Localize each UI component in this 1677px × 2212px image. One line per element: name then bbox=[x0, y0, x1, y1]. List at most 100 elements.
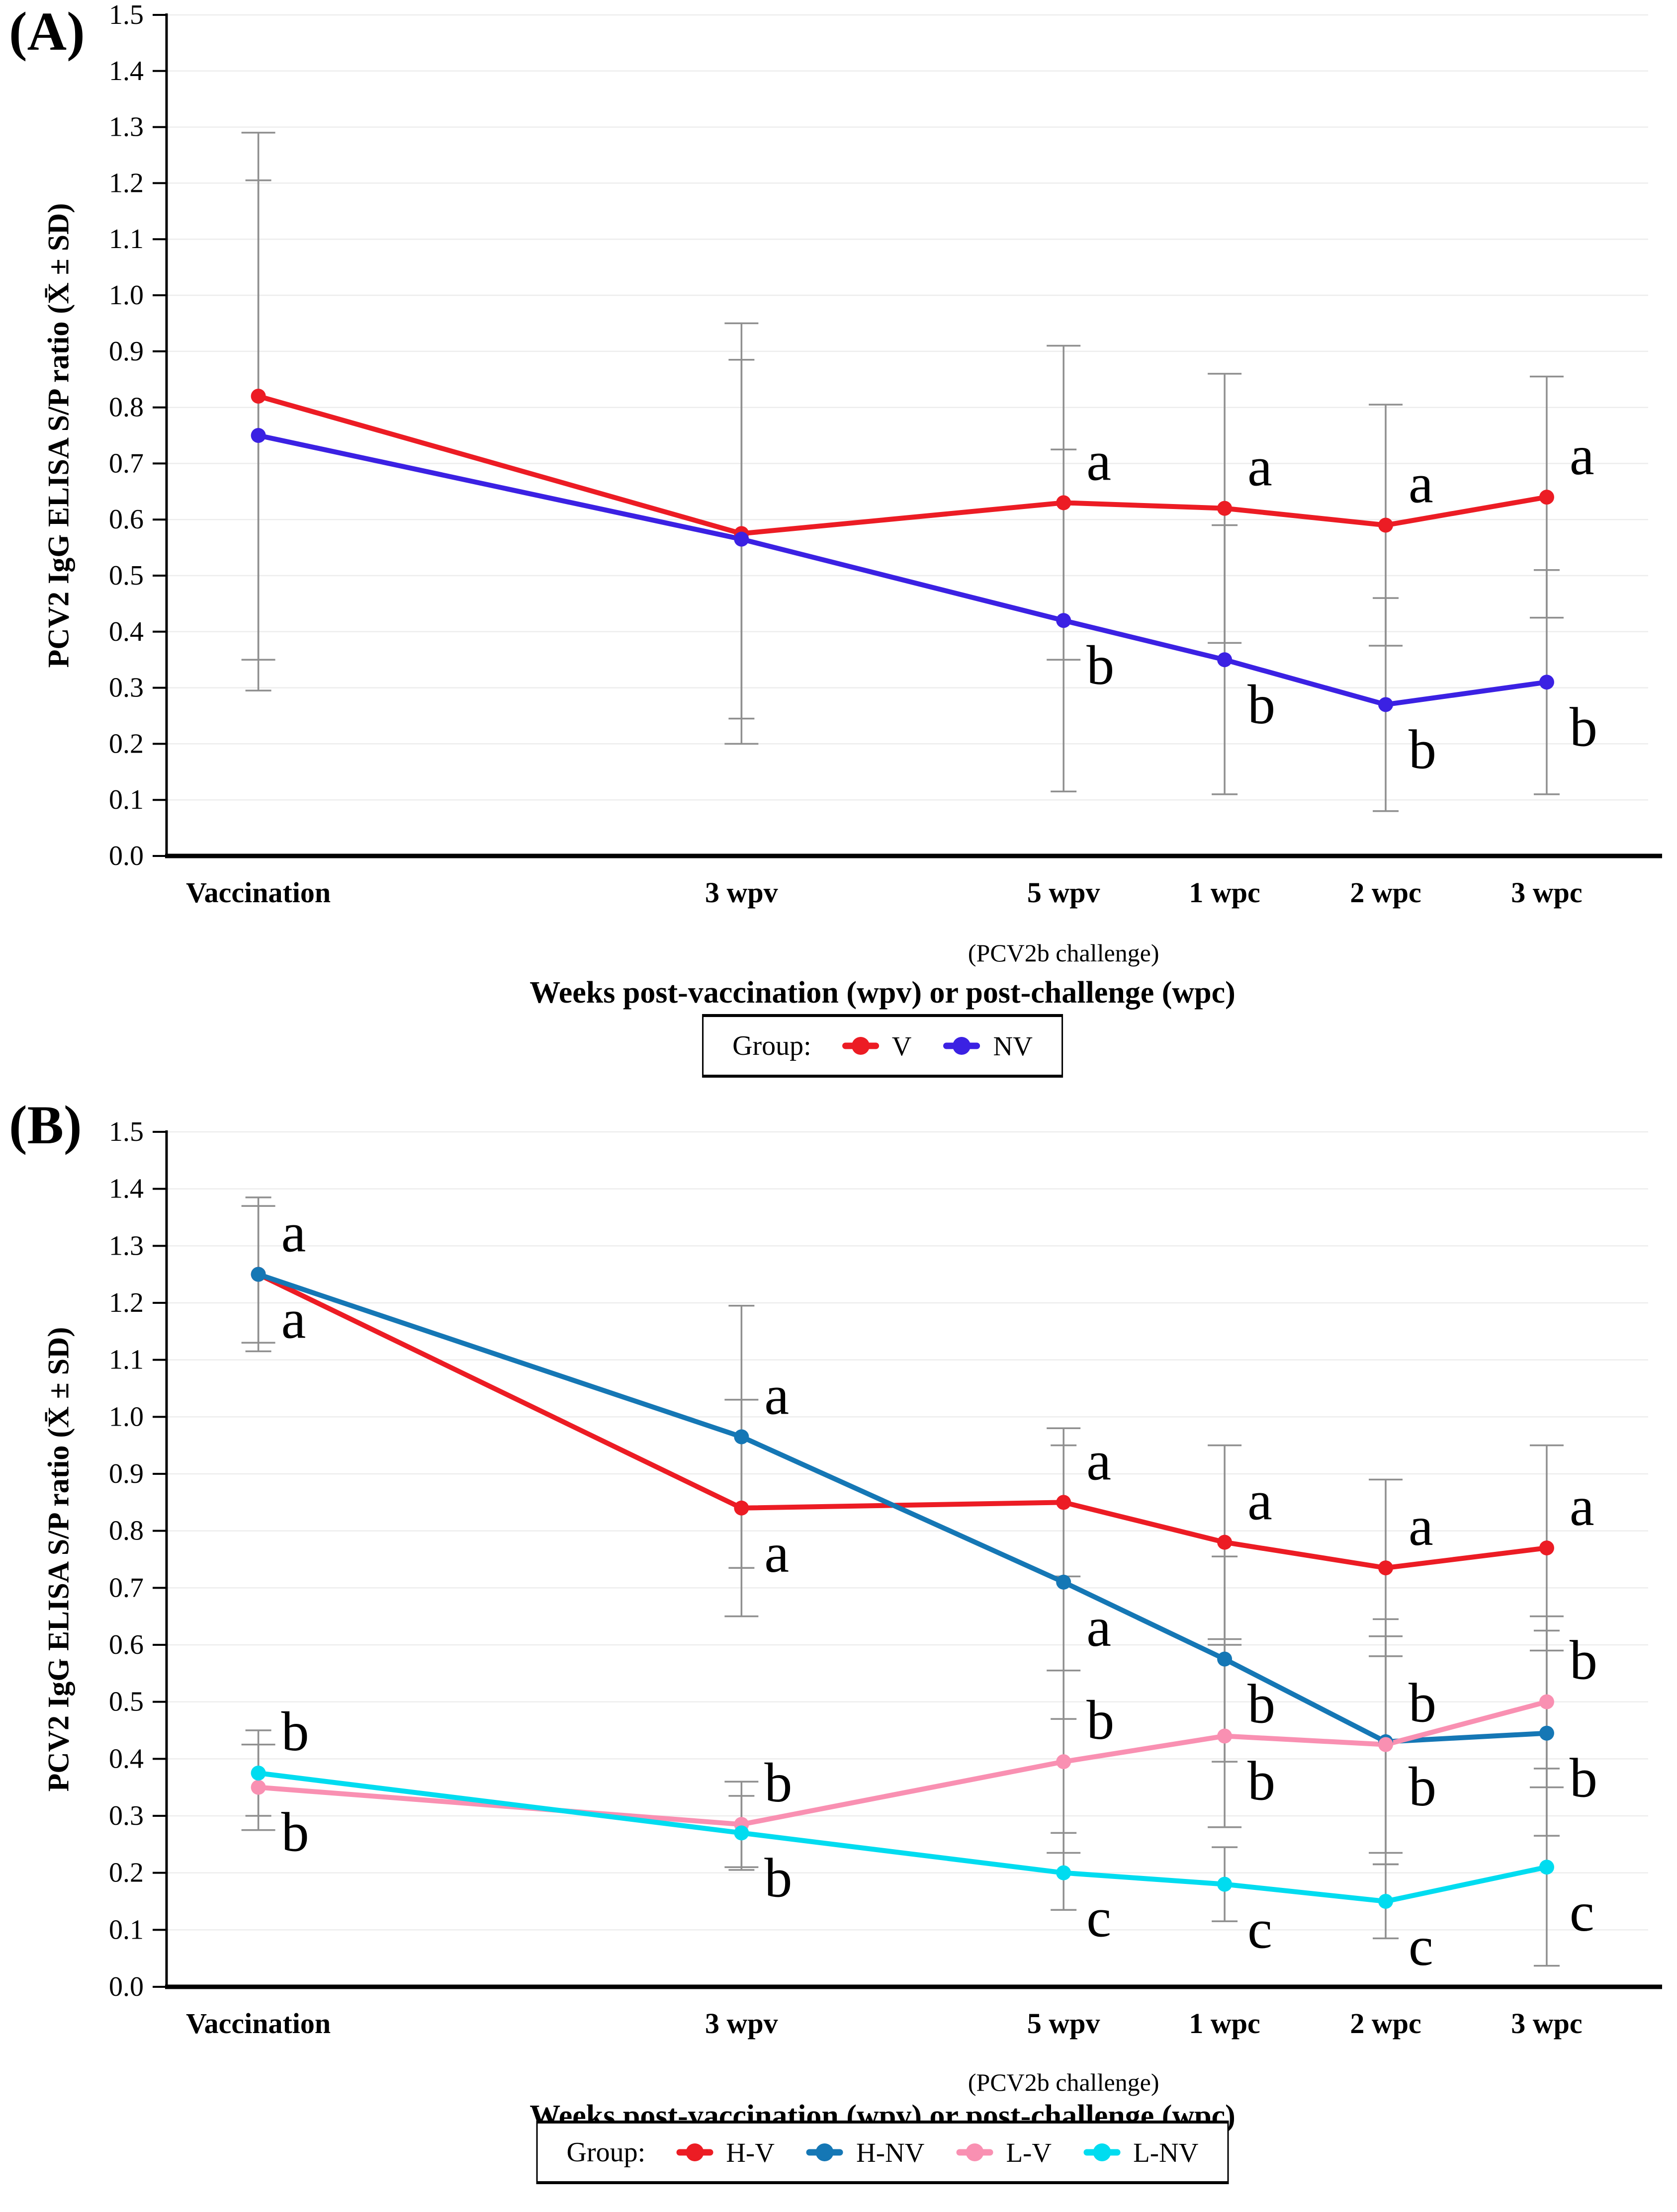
sig-letters-H-V: a a a a a a bbox=[281, 1289, 1594, 1584]
sig-letter: a bbox=[1086, 1430, 1111, 1492]
y-tick-label: 0.2 bbox=[109, 1858, 144, 1888]
legend-item-label: H-V bbox=[726, 2137, 775, 2168]
data-point-H-V bbox=[1217, 1534, 1233, 1550]
data-point-H-NV bbox=[1056, 1574, 1071, 1590]
y-tick-label: 0.7 bbox=[109, 1572, 144, 1603]
y-tick-label: 0.5 bbox=[109, 560, 144, 591]
sig-letter: b bbox=[1409, 1756, 1436, 1818]
legend-item-label: L-NV bbox=[1133, 2137, 1199, 2168]
series-line-NV bbox=[256, 433, 1549, 707]
panel-a-plot: 0.0 0.1 0.2 0.3 0.4 0.5 0.6 0.7 0.8 0.9 1.0 1.1 1.2 1… bbox=[109, 0, 1662, 967]
sig-letter: b bbox=[1247, 1750, 1275, 1812]
data-point-V bbox=[1378, 517, 1394, 533]
y-tick-label: 0.2 bbox=[109, 728, 144, 759]
data-point-L-V bbox=[1378, 1737, 1394, 1752]
data-point-V bbox=[1056, 495, 1071, 510]
sig-letter: b bbox=[1570, 696, 1597, 758]
series-points-L-NV bbox=[251, 1766, 1554, 1909]
sig-letter: a bbox=[1570, 425, 1594, 487]
legend-item-H-V: H-V bbox=[676, 2137, 775, 2168]
y-tick-label: 0.4 bbox=[109, 616, 144, 647]
x-category-label: 5 wpv bbox=[1027, 876, 1100, 909]
x-category-label: 2 wpc bbox=[1350, 2007, 1421, 2040]
sig-letter: b bbox=[1247, 674, 1275, 736]
legend-marker-icon bbox=[956, 2143, 993, 2162]
sig-letters-NV: b b b b bbox=[1086, 635, 1597, 780]
panel-a-legend-title: Group: bbox=[732, 1030, 811, 1061]
sig-letter: a bbox=[1247, 436, 1272, 498]
y-tick-label: 0.3 bbox=[109, 1800, 144, 1831]
data-point-L-NV bbox=[1539, 1860, 1554, 1875]
data-point-L-NV bbox=[1217, 1876, 1233, 1892]
legend-item-label: V bbox=[891, 1030, 912, 1061]
sig-letter: a bbox=[1409, 453, 1433, 514]
panel-a-legend-items: V NV bbox=[842, 1030, 1033, 1062]
sig-letter: b bbox=[1570, 1748, 1597, 1809]
legend-marker-icon bbox=[806, 2143, 843, 2162]
gridlines bbox=[167, 1131, 1648, 1931]
legend-item-L-V: L-V bbox=[956, 2137, 1052, 2168]
series-line-V bbox=[256, 394, 1549, 536]
sig-letter: b bbox=[1409, 1673, 1436, 1734]
x-category-label: 1 wpc bbox=[1189, 2007, 1260, 2040]
legend-item-L-NV: L-NV bbox=[1083, 2137, 1198, 2168]
data-point-V bbox=[1539, 490, 1554, 505]
y-tick-label: 0.0 bbox=[109, 841, 144, 871]
series-points-L-V bbox=[251, 1694, 1554, 1832]
x-category-sublabel: (PCV2b challenge) bbox=[968, 939, 1159, 967]
data-point-H-V bbox=[734, 1500, 749, 1516]
sig-letter: b bbox=[1086, 635, 1114, 696]
x-category-label: 3 wpc bbox=[1511, 2007, 1582, 2040]
x-category-labels: Vaccination 3 wpv 5 wpv (PCV2b challenge) 1 … bbox=[186, 876, 1583, 967]
y-tick-label: 1.5 bbox=[109, 1116, 144, 1147]
x-category-label: 3 wpv bbox=[705, 2007, 778, 2040]
sig-letter: a bbox=[764, 1523, 789, 1584]
y-tick-label: 1.1 bbox=[109, 1345, 144, 1375]
legend-marker-icon bbox=[842, 1036, 879, 1055]
data-point-L-NV bbox=[1378, 1894, 1394, 1909]
data-point-L-NV bbox=[251, 1766, 266, 1781]
series-points-NV bbox=[251, 428, 1554, 712]
series-points-H-V bbox=[251, 1267, 1554, 1576]
legend-item-label: L-V bbox=[1006, 2137, 1052, 2168]
gridlines bbox=[167, 14, 1648, 801]
sig-letter: b bbox=[1409, 719, 1436, 780]
x-category-label: 5 wpv bbox=[1027, 2007, 1100, 2040]
sig-letter: a bbox=[281, 1289, 306, 1351]
data-point-L-NV bbox=[1056, 1865, 1071, 1880]
data-point-V bbox=[251, 389, 266, 404]
sig-letter: c bbox=[1570, 1881, 1594, 1943]
y-tick-label: 0.8 bbox=[109, 392, 144, 423]
y-axis: 0.0 0.1 0.2 0.3 0.4 0.5 0.6 0.7 0.8 0.9 1.0 1.1 1.2 1… bbox=[109, 1116, 1662, 2002]
y-tick-label: 1.3 bbox=[109, 112, 144, 143]
legend-item-NV: NV bbox=[943, 1030, 1033, 1062]
error-bars-V bbox=[241, 132, 1564, 745]
data-point-L-V bbox=[1217, 1728, 1233, 1744]
x-category-label: 3 wpc bbox=[1511, 876, 1582, 909]
data-point-NV bbox=[1217, 652, 1233, 668]
sig-letter: a bbox=[1247, 1470, 1272, 1532]
x-category-labels: Vaccination 3 wpv 5 wpv (PCV2b challenge) 1 … bbox=[186, 2007, 1583, 2096]
y-tick-label: 0.8 bbox=[109, 1516, 144, 1546]
sig-letter: a bbox=[1409, 1496, 1433, 1557]
panel-b-plot: 0.0 0.1 0.2 0.3 0.4 0.5 0.6 0.7 0.8 0.9 1.0 1.1 1.2 1… bbox=[109, 1116, 1662, 2096]
sig-letter: a bbox=[281, 1202, 306, 1264]
sig-letter: b bbox=[1247, 1674, 1275, 1735]
sig-letter: b bbox=[281, 1802, 309, 1864]
legend-item-V: V bbox=[842, 1030, 912, 1062]
y-tick-label: 1.2 bbox=[109, 1287, 144, 1318]
data-point-H-V bbox=[1056, 1495, 1071, 1510]
x-category-label: Vaccination bbox=[186, 876, 331, 909]
series-line-L-NV bbox=[256, 1771, 1549, 1904]
data-point-NV bbox=[1056, 613, 1071, 628]
x-category-label: Vaccination bbox=[186, 2007, 331, 2040]
y-axis: 0.0 0.1 0.2 0.3 0.4 0.5 0.6 0.7 0.8 0.9 1.0 1.1 1.2 1… bbox=[109, 0, 1662, 871]
sig-letter: c bbox=[1409, 1916, 1433, 1977]
data-point-NV bbox=[251, 428, 266, 443]
legend-marker-icon bbox=[676, 2143, 713, 2162]
sig-letter: b bbox=[764, 1752, 792, 1814]
legend-item-H-NV: H-NV bbox=[806, 2137, 924, 2168]
